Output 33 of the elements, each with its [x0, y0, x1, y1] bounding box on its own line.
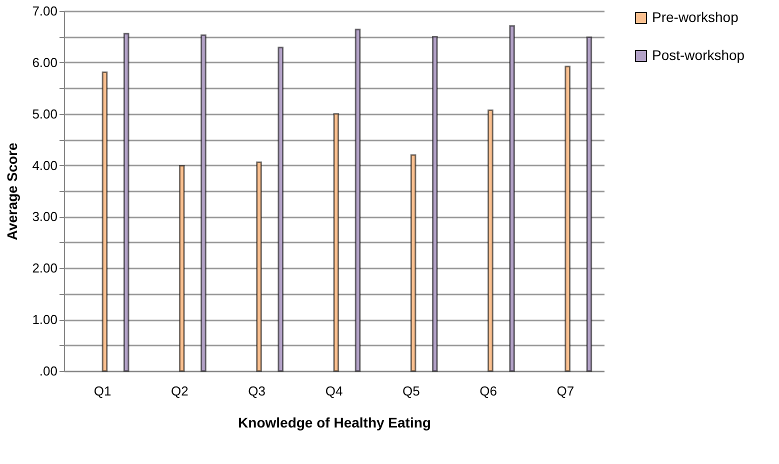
- legend-label: Pre-workshop: [652, 9, 739, 25]
- y-tick-label: 7.00: [32, 4, 58, 18]
- x-tick-label: Q1: [94, 384, 112, 398]
- bar: [564, 66, 570, 372]
- bar: [509, 25, 515, 372]
- y-tick-label: 1.00: [32, 312, 58, 328]
- bar: [432, 36, 438, 372]
- x-tick-label: Q3: [248, 384, 266, 398]
- bar: [278, 46, 284, 372]
- y-tick-label: 4.00: [32, 158, 58, 173]
- bar: [354, 28, 361, 372]
- bar: [586, 36, 592, 372]
- y-tick-label: 2.00: [32, 260, 58, 276]
- x-tick-label: Q2: [171, 384, 188, 398]
- y-tick-label: 6.00: [32, 54, 58, 70]
- bar: [123, 32, 130, 372]
- x-tick-label: Q7: [556, 384, 574, 398]
- bar: [488, 110, 494, 372]
- bar: [333, 113, 340, 372]
- bar: [200, 34, 206, 372]
- legend-label: Post-workshop: [652, 47, 745, 63]
- x-tick-label: Q4: [325, 384, 343, 398]
- y-tick-label: 3.00: [32, 209, 58, 224]
- y-tick-label: .00: [39, 364, 58, 378]
- bar: [178, 165, 185, 372]
- x-axis-title: Knowledge of Healthy Eating: [238, 414, 431, 430]
- x-tick-label: Q6: [480, 384, 497, 398]
- bar: [256, 161, 262, 372]
- bar: [410, 154, 416, 372]
- bar: [102, 71, 108, 372]
- x-tick-label: Q5: [402, 384, 420, 398]
- y-axis-title: Average Score: [4, 142, 20, 240]
- y-tick-label: 5.00: [32, 106, 58, 122]
